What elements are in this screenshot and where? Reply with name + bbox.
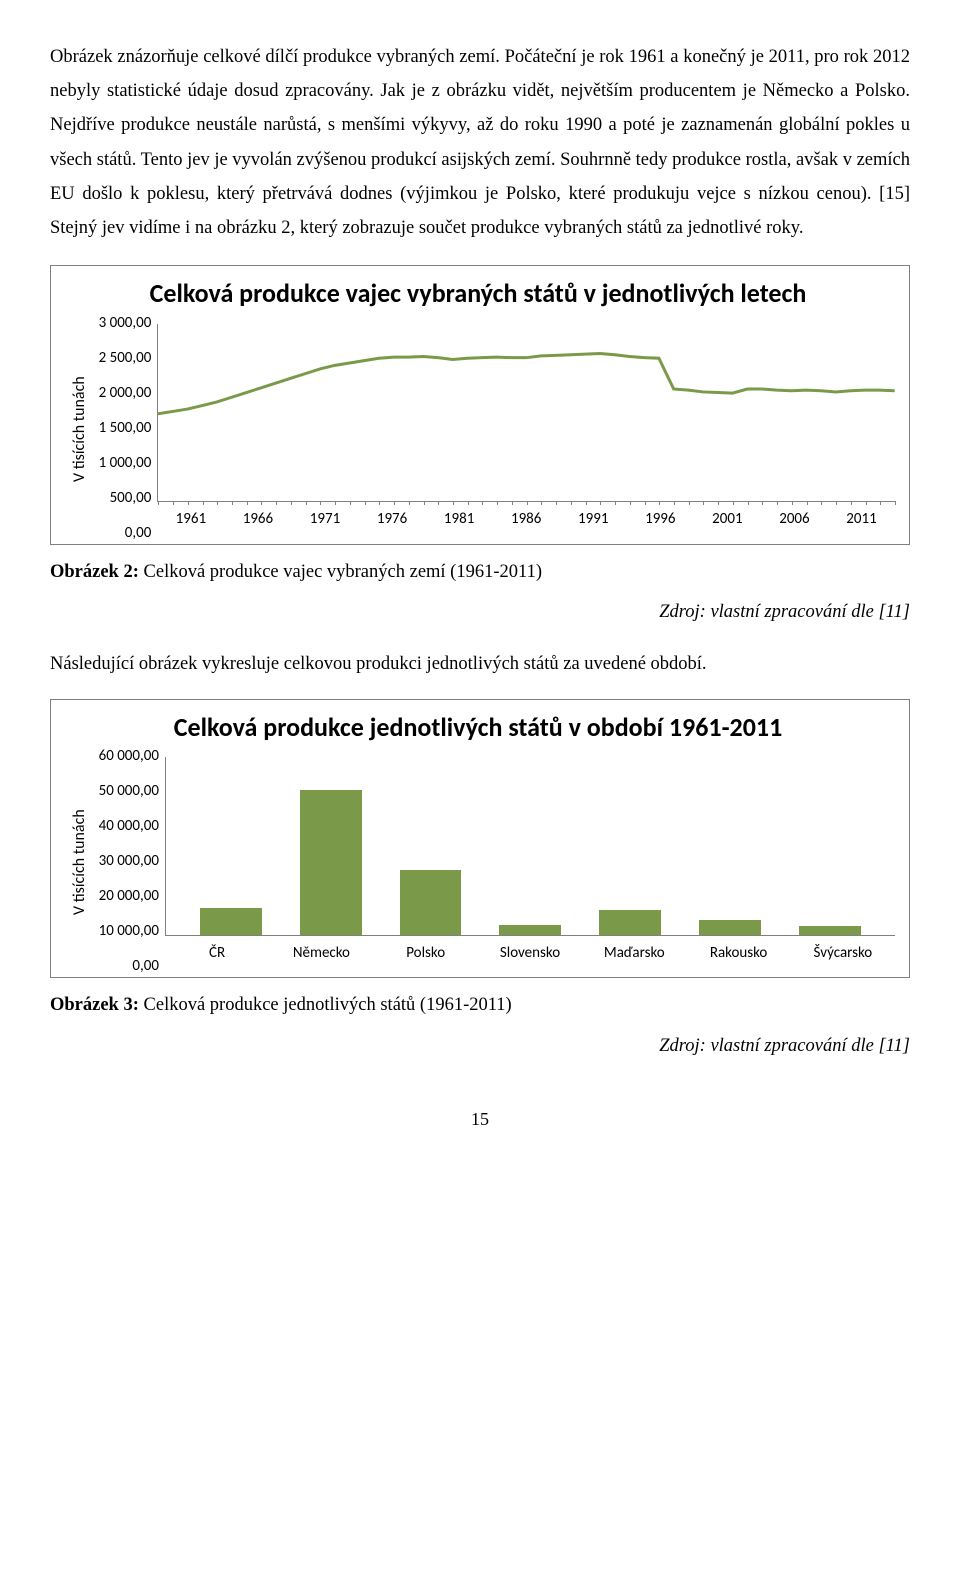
chart-1-caption-rest: Celková produkce vajec vybraných zemí (1… bbox=[139, 562, 542, 582]
chart-2-bar bbox=[699, 920, 761, 935]
chart-2-xticks: ČRNěmeckoPolskoSlovenskoMaďarskoRakousko… bbox=[165, 936, 895, 968]
chart-1-ytick: 0,00 bbox=[99, 516, 152, 551]
chart-1-ylabel: V tisících tunách bbox=[61, 324, 99, 534]
chart-2-xtick: Švýcarsko bbox=[791, 940, 895, 968]
chart-2-xtick: ČR bbox=[165, 940, 269, 968]
chart-1-container: Celková produkce vajec vybraných států v… bbox=[50, 265, 910, 544]
chart-2-title: Celková produkce jednotlivých států v ob… bbox=[61, 712, 895, 743]
chart-1-xtick: 1961 bbox=[157, 506, 224, 534]
chart-2-ytick: 10 000,00 bbox=[99, 915, 159, 950]
chart-2-bar bbox=[400, 870, 462, 935]
chart-2-source: Zdroj: vlastní zpracování dle [11] bbox=[50, 1029, 910, 1063]
chart-1-ytick: 1 500,00 bbox=[99, 411, 152, 446]
between-paragraph: Následující obrázek vykresluje celkovou … bbox=[50, 647, 910, 681]
chart-1-title: Celková produkce vajec vybraných států v… bbox=[61, 278, 895, 309]
chart-2-yticks: 60 000,0050 000,0040 000,0030 000,0020 0… bbox=[99, 757, 165, 967]
chart-2-bars bbox=[166, 757, 895, 934]
chart-2-caption: Obrázek 3: Celková produkce jednotlivých… bbox=[50, 988, 910, 1022]
chart-2-bar-slot bbox=[181, 757, 281, 934]
chart-2-ytick: 40 000,00 bbox=[99, 810, 159, 845]
chart-2-xtick: Polsko bbox=[374, 940, 478, 968]
chart-1-xtick: 2001 bbox=[694, 506, 761, 534]
chart-2-bar bbox=[300, 790, 362, 935]
chart-2-ytick: 30 000,00 bbox=[99, 845, 159, 880]
chart-1-xtick: 2011 bbox=[828, 506, 895, 534]
chart-1-ytick: 3 000,00 bbox=[99, 306, 152, 341]
chart-1-xtick: 1991 bbox=[560, 506, 627, 534]
chart-2-ytick: 50 000,00 bbox=[99, 775, 159, 810]
chart-1-plot bbox=[157, 324, 895, 502]
chart-1-caption-bold: Obrázek 2: bbox=[50, 562, 139, 582]
chart-1-xtick: 1986 bbox=[493, 506, 560, 534]
chart-2-caption-rest: Celková produkce jednotlivých států (196… bbox=[139, 995, 512, 1015]
chart-2-ytick: 0,00 bbox=[99, 950, 159, 985]
chart-1-xtick: 2006 bbox=[761, 506, 828, 534]
chart-1-ytick: 500,00 bbox=[99, 481, 152, 516]
chart-2-ytick: 20 000,00 bbox=[99, 880, 159, 915]
chart-1-xtick: 1971 bbox=[291, 506, 358, 534]
chart-2-bar bbox=[599, 910, 661, 935]
chart-1-xtick: 1976 bbox=[359, 506, 426, 534]
chart-1-ytick: 2 000,00 bbox=[99, 376, 152, 411]
chart-2-bar-slot bbox=[281, 757, 381, 934]
chart-1-ytick: 2 500,00 bbox=[99, 341, 152, 376]
chart-2-ytick: 60 000,00 bbox=[99, 740, 159, 775]
chart-2-bar-slot bbox=[780, 757, 880, 934]
chart-2-plot bbox=[165, 757, 895, 935]
page-number: 15 bbox=[50, 1103, 910, 1136]
intro-paragraph: Obrázek znázorňuje celkové dílčí produkc… bbox=[50, 40, 910, 245]
chart-2-bar-slot bbox=[580, 757, 680, 934]
chart-2-bar bbox=[200, 908, 262, 935]
chart-1-yticks: 3 000,002 500,002 000,001 500,001 000,00… bbox=[99, 324, 158, 534]
chart-2-bar bbox=[499, 925, 561, 934]
chart-2-ylabel: V tisících tunách bbox=[61, 757, 99, 967]
chart-1-source: Zdroj: vlastní zpracování dle [11] bbox=[50, 595, 910, 629]
chart-2-xtick: Maďarsko bbox=[582, 940, 686, 968]
chart-2-xtick: Německo bbox=[269, 940, 373, 968]
chart-1-ytick: 1 000,00 bbox=[99, 446, 152, 481]
chart-2-bar-slot bbox=[381, 757, 481, 934]
chart-1-caption: Obrázek 2: Celková produkce vajec vybran… bbox=[50, 555, 910, 589]
chart-1-xtick: 1966 bbox=[224, 506, 291, 534]
chart-2-container: Celková produkce jednotlivých států v ob… bbox=[50, 699, 910, 978]
chart-1-xtick: 1981 bbox=[426, 506, 493, 534]
chart-2-bar-slot bbox=[480, 757, 580, 934]
chart-2-xtick: Slovensko bbox=[478, 940, 582, 968]
chart-2-bar-slot bbox=[680, 757, 780, 934]
chart-1-xticks: 1961196619711976198119861991199620012006… bbox=[157, 502, 895, 534]
chart-1-line-svg bbox=[158, 324, 895, 501]
chart-2-xtick: Rakousko bbox=[686, 940, 790, 968]
chart-2-bar bbox=[799, 926, 861, 935]
chart-2-caption-bold: Obrázek 3: bbox=[50, 995, 139, 1015]
chart-1-xtick: 1996 bbox=[627, 506, 694, 534]
